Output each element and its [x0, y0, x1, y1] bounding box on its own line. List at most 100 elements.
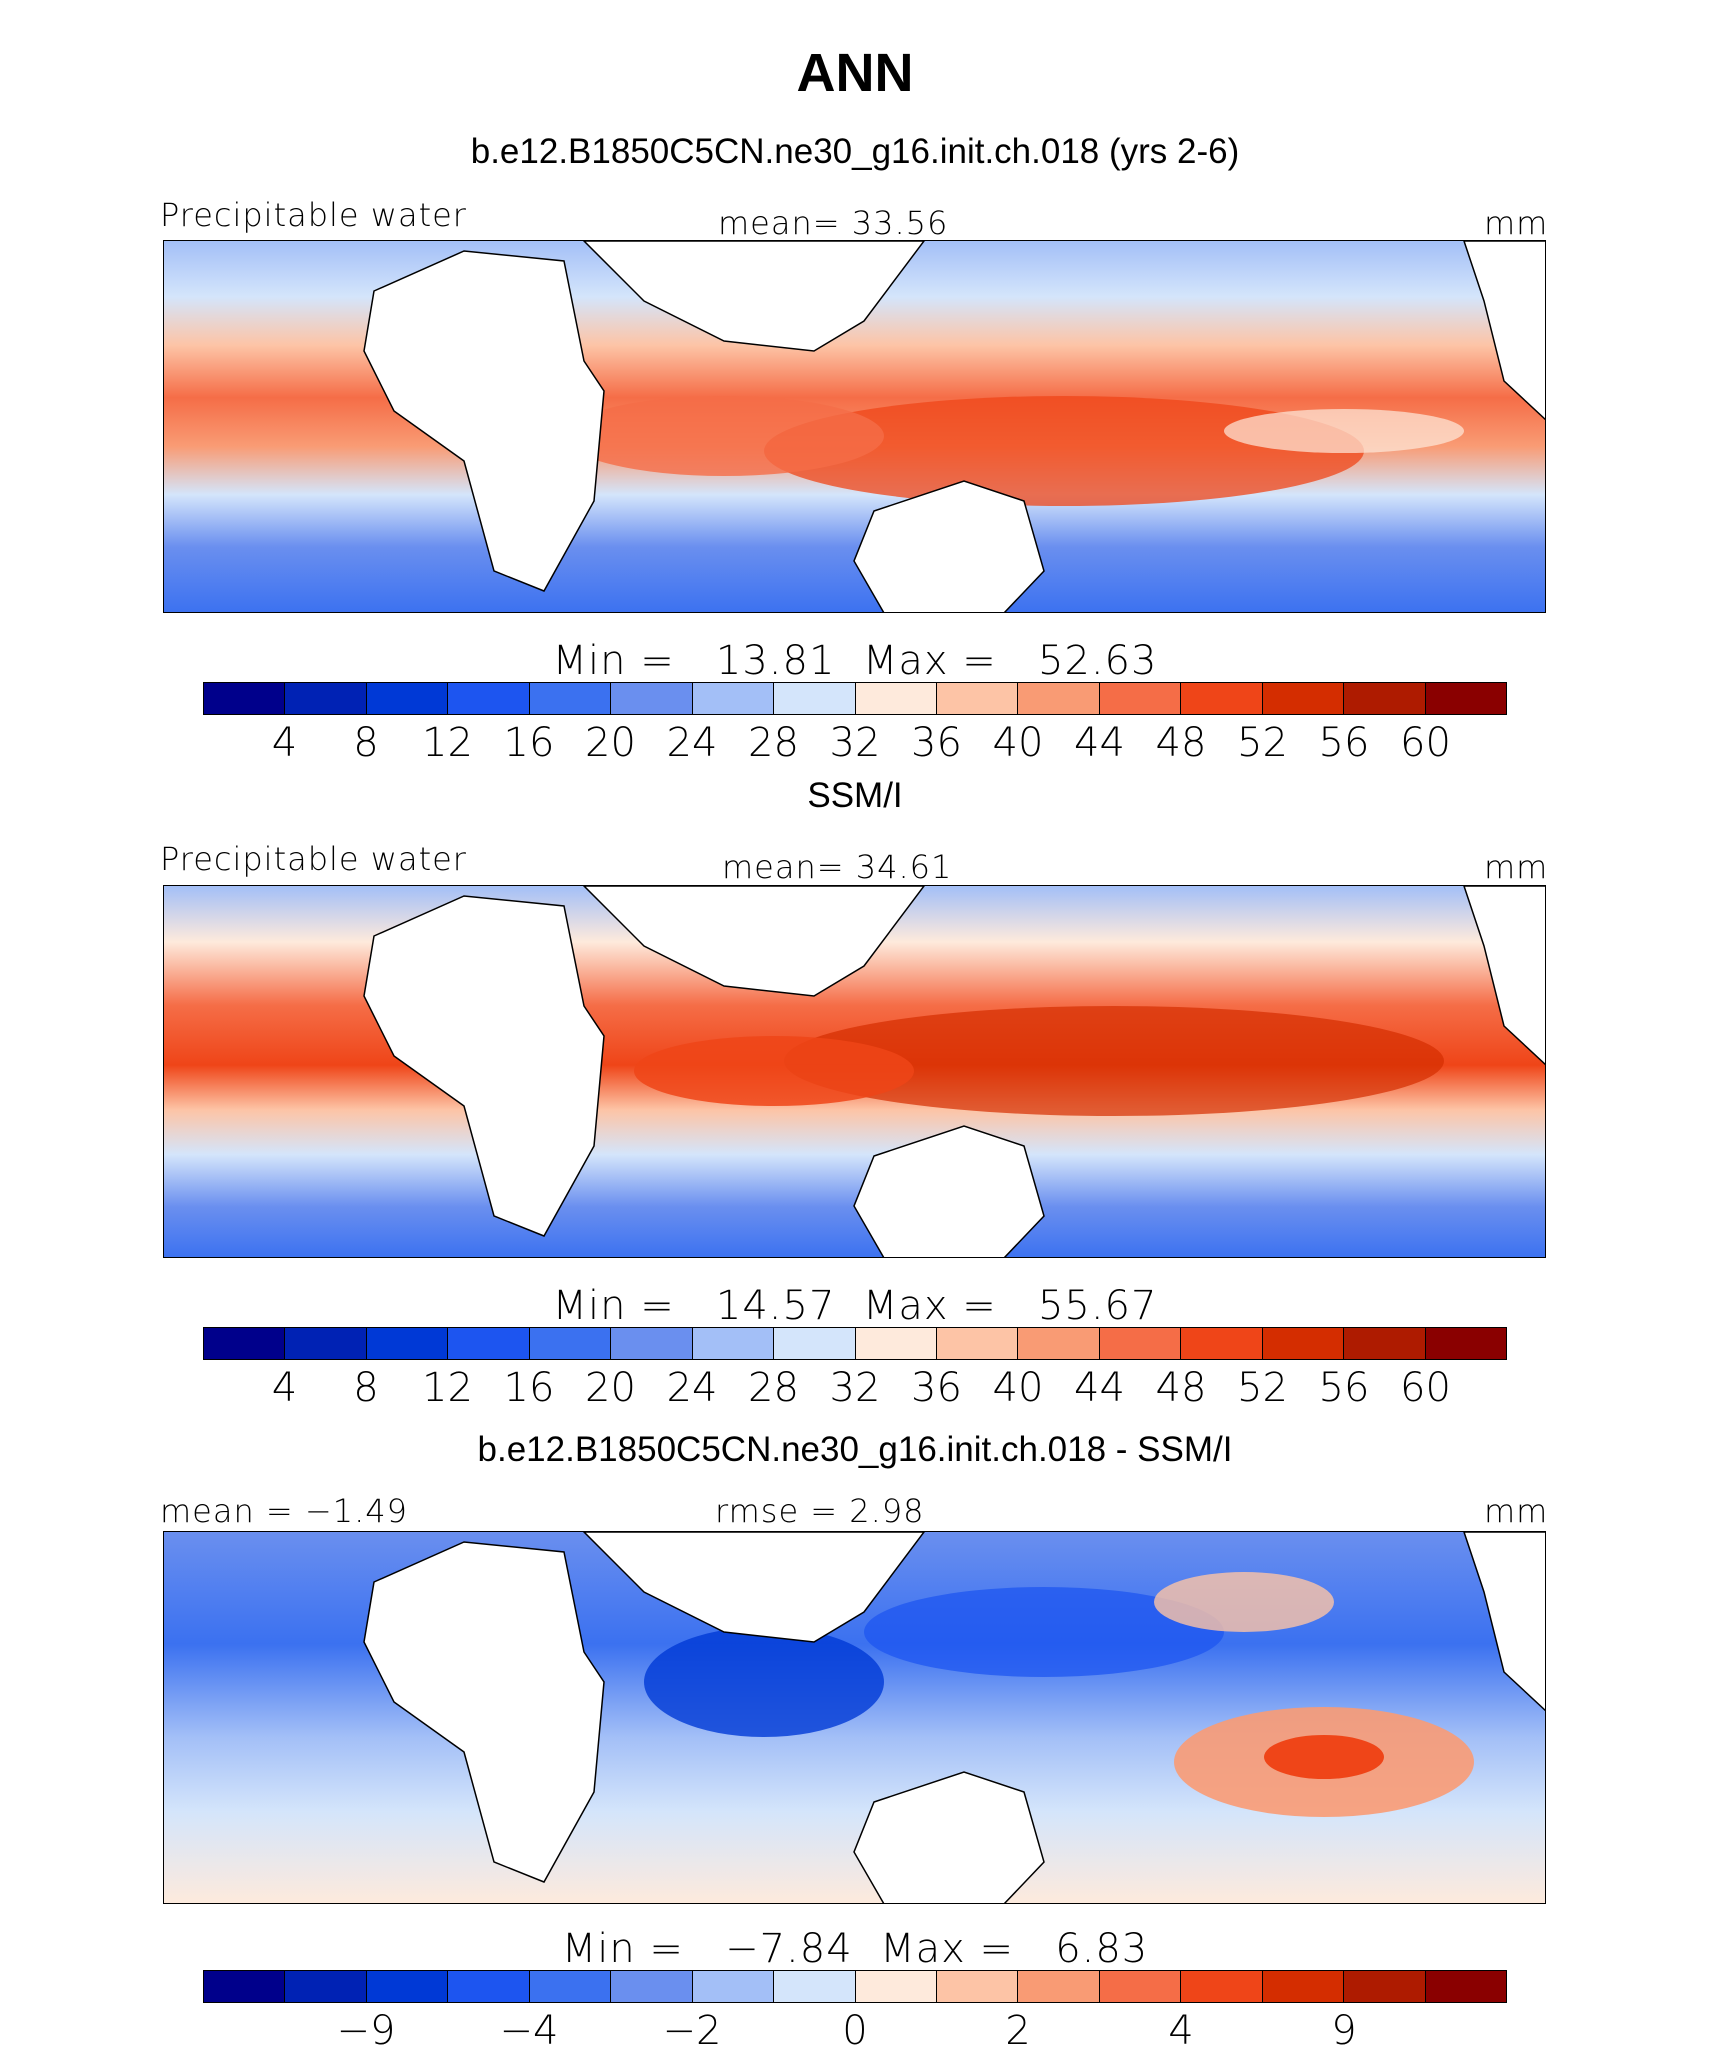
panel2-indian-ocean-max — [634, 1036, 914, 1106]
panel2-colorbar-segment — [774, 1328, 856, 1359]
panel2-colorbar-segment — [366, 1328, 449, 1359]
panel2-colorbar-segment — [448, 1328, 530, 1359]
panel3-colorbar-segment — [774, 1971, 856, 2002]
panel1-colorbar-segment — [285, 683, 367, 714]
panel2-tick-label: 60 — [1400, 1365, 1451, 1411]
panel2-tick-label: 48 — [1155, 1365, 1207, 1411]
panel2-tick-label: 24 — [666, 1365, 718, 1411]
panel3-asia — [582, 1532, 925, 1643]
panel3-colorbar-segment — [1262, 1971, 1345, 2002]
panel3-title: b.e12.B1850C5CN.ne30_g16.init.ch.018 - S… — [477, 1430, 1233, 1469]
panel1-units: mm — [1484, 204, 1549, 242]
panel1-colorbar-ticks: 4 8 12 16 20 24 28 32 36 40 44 48 52 56 60 — [203, 720, 1507, 770]
panel1-colorbar-segment — [1018, 683, 1100, 714]
panel3-americas — [1463, 1532, 1545, 1712]
panel2-tick-label: 16 — [503, 1365, 555, 1411]
panel1-tick-label: 12 — [422, 720, 473, 766]
panel3-tick-label: 4 — [1168, 2008, 1194, 2054]
panel2-tick-label: 56 — [1318, 1365, 1370, 1411]
panel3-tick-label: 0 — [842, 2008, 868, 2054]
panel1-asia — [582, 241, 925, 352]
panel1-tick-label: 32 — [829, 720, 881, 766]
panel3-tick-label: −4 — [499, 2008, 559, 2054]
panel2-colorbar-segment — [1018, 1328, 1100, 1359]
panel1-map — [163, 240, 1546, 613]
panel1-colorbar-segment — [1262, 683, 1345, 714]
panel2-tick-label: 40 — [992, 1365, 1044, 1411]
panel3-australia — [853, 1771, 1045, 1903]
panel3-map — [163, 1531, 1546, 1904]
figure-title: ANN — [796, 43, 914, 103]
panel2-colorbar-ticks: 4 8 12 16 20 24 28 32 36 40 44 48 52 56 60 — [203, 1365, 1507, 1415]
panel2-colorbar-segment — [204, 1328, 286, 1359]
panel3-minmax: Min = −7.84 Max = 6.83 — [561, 1926, 1149, 1972]
panel2-tick-label: 4 — [271, 1365, 298, 1411]
panel2-variable-label: Precipitable water — [160, 840, 467, 878]
panel1-tick-label: 52 — [1237, 720, 1288, 766]
panel3-colorbar-segment — [1099, 1971, 1182, 2002]
panel3-colorbar-segment — [1425, 1971, 1506, 2002]
panel3-colorbar — [203, 1970, 1507, 2003]
panel3-colorbar-segment — [1181, 1971, 1263, 2002]
panel1-colorbar-segment — [692, 683, 775, 714]
panel2-colorbar-segment — [529, 1328, 612, 1359]
panel2-colorbar-segment — [936, 1328, 1019, 1359]
panel2-tick-label: 52 — [1237, 1365, 1288, 1411]
panel3-tick-label: 2 — [1005, 2008, 1031, 2054]
panel2-colorbar-segment — [1344, 1328, 1426, 1359]
panel3-colorbar-ticks: −9 −4 −2 0 2 4 9 — [203, 2008, 1507, 2058]
panel2-warm-pool — [784, 1006, 1444, 1116]
panel2-mean-label: mean= 34.61 — [722, 848, 953, 886]
panel1-colorbar-segment — [1425, 683, 1506, 714]
panel2-colorbar-segment — [692, 1328, 775, 1359]
panel3-colorbar-segment — [285, 1971, 367, 2002]
panel2-africa — [363, 895, 605, 1237]
panel3-units: mm — [1484, 1492, 1549, 1530]
panel3-west-pacific-dry-bias — [864, 1587, 1224, 1677]
panel1-mean-label: mean= 33.56 — [718, 204, 949, 242]
panel1-tick-label: 56 — [1318, 720, 1370, 766]
panel1-colorbar-segment — [204, 683, 286, 714]
panel1-variable-label: Precipitable water — [160, 196, 467, 234]
panel1-colorbar-segment — [774, 683, 856, 714]
panel2-colorbar-segment — [611, 1328, 693, 1359]
panel3-tick-label: 9 — [1331, 2008, 1357, 2054]
panel2-tick-label: 36 — [911, 1365, 962, 1411]
panel1-tick-label: 44 — [1074, 720, 1125, 766]
panel1-colorbar-segment — [1181, 683, 1263, 714]
panel2-colorbar-segment — [1262, 1328, 1345, 1359]
panel1-colorbar — [203, 682, 1507, 715]
panel3-tick-label: −2 — [662, 2008, 722, 2054]
panel3-colorbar-segment — [611, 1971, 693, 2002]
panel3-indian-ocean-dry-bias — [644, 1627, 884, 1737]
panel1-colorbar-segment — [855, 683, 937, 714]
panel2-tick-label: 12 — [422, 1365, 473, 1411]
panel3-colorbar-segment — [692, 1971, 775, 2002]
panel2-title: SSM/I — [807, 776, 903, 815]
panel1-colorbar-segment — [1099, 683, 1182, 714]
panel2-tick-label: 20 — [585, 1365, 636, 1411]
panel2-tick-label: 44 — [1074, 1365, 1125, 1411]
panel2-minmax: Min = 14.57 Max = 55.67 — [552, 1283, 1158, 1329]
panel1-tick-label: 16 — [503, 720, 555, 766]
panel2-americas — [1463, 886, 1545, 1066]
panel2-colorbar-segment — [1425, 1328, 1506, 1359]
panel2-colorbar-segment — [285, 1328, 367, 1359]
panel2-colorbar-segment — [1099, 1328, 1182, 1359]
panel1-tick-label: 4 — [271, 720, 298, 766]
panel1-tick-label: 28 — [748, 720, 799, 766]
panel1-indian-ocean-max — [564, 396, 884, 476]
panel1-tick-label: 20 — [585, 720, 636, 766]
panel1-colorbar-segment — [1344, 683, 1426, 714]
panel1-colorbar-segment — [529, 683, 612, 714]
panel3-mean-label: mean = −1.49 — [160, 1492, 408, 1530]
panel1-minmax: Min = 13.81 Max = 52.63 — [552, 638, 1158, 684]
panel3-colorbar-segment — [1018, 1971, 1100, 2002]
panel3-colorbar-segment — [1344, 1971, 1426, 2002]
panel2-colorbar — [203, 1327, 1507, 1360]
panel1-colorbar-segment — [448, 683, 530, 714]
panel3-tick-label: −9 — [336, 2008, 396, 2054]
panel2-tick-label: 8 — [353, 1365, 379, 1411]
panel2-australia — [853, 1125, 1045, 1257]
panel3-colorbar-segment — [855, 1971, 937, 2002]
